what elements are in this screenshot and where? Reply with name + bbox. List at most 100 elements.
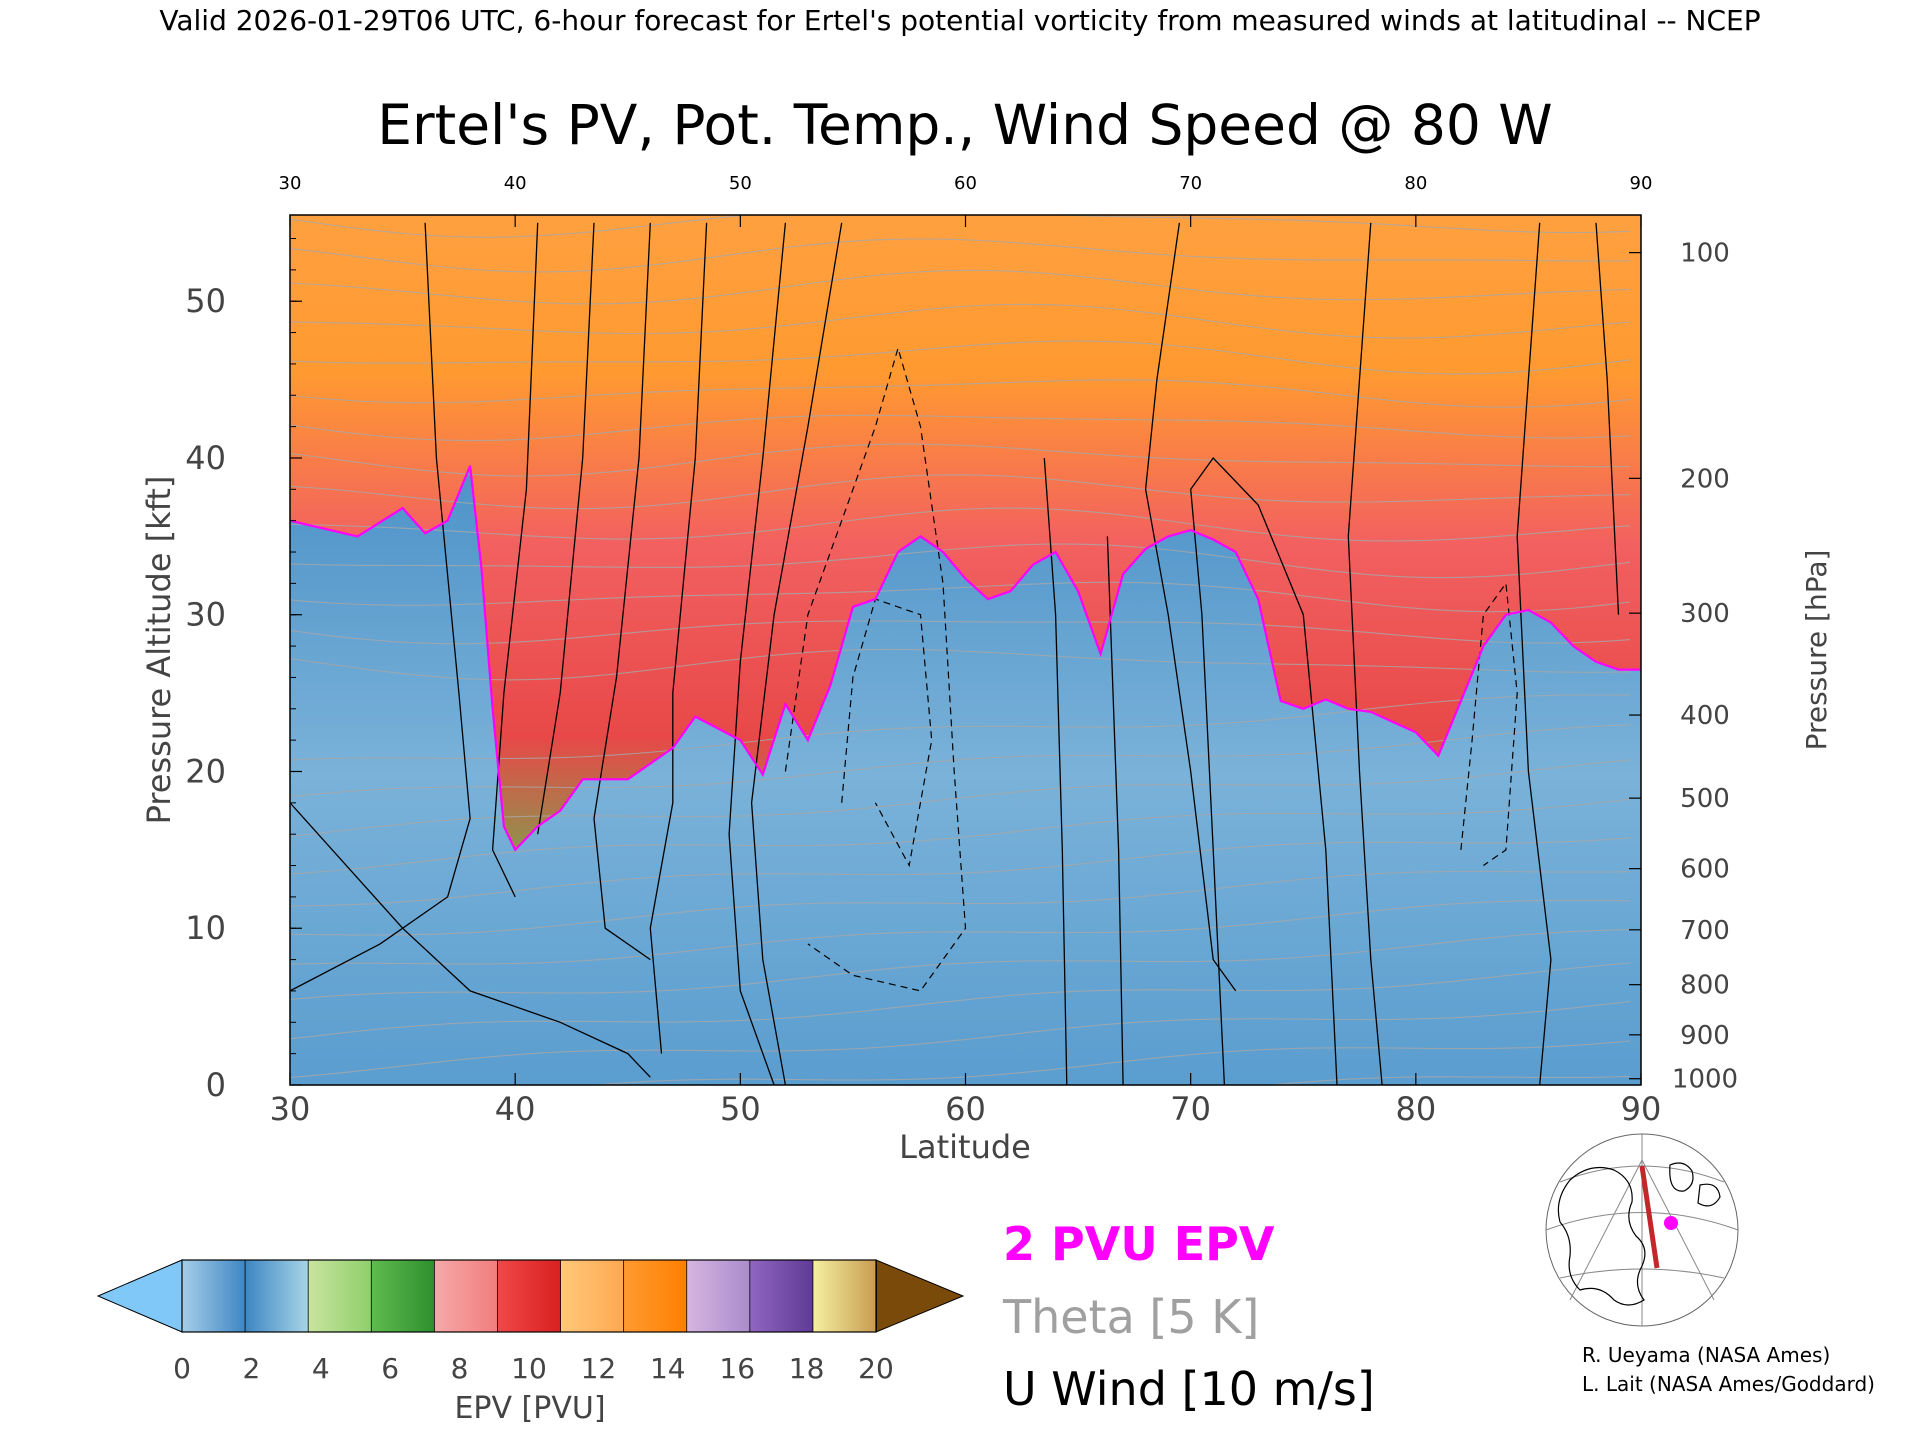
colorbar-tick-label: 2 [242,1352,260,1385]
theta-contour [290,929,1631,1001]
colorbar-segment [307,1259,373,1333]
right-tick-label: 100 [1680,239,1730,269]
colorbar-segment [560,1259,625,1333]
colorbar-tick-label: 14 [650,1352,686,1385]
theta-contour [290,269,1631,305]
x-tick-label: 70 [1170,1090,1211,1128]
colorbar-tick-label: 6 [381,1352,399,1385]
troposphere-fill [290,465,1641,1085]
credit-line-2: L. Lait (NASA Ames/Goddard) [1582,1372,1875,1396]
top-tick-label: 90 [1630,173,1653,194]
theta-contour [290,798,1631,875]
theta-contour [290,474,1631,510]
theta-contour [589,1040,1631,1085]
y-axis-left-label: Pressure Altitude [kft] [140,476,178,825]
u-wind-contour [1106,536,1124,1085]
right-tick-label: 800 [1680,971,1730,1001]
y-tick-label: 10 [185,909,226,947]
colorbar-underflow [96,1259,183,1333]
u-wind-contour [290,802,651,1078]
y-tick-label: 50 [185,282,226,320]
theta-contour [290,620,1631,645]
u-wind-contour [1347,222,1383,1085]
colorbar-segment [370,1259,436,1333]
theta-contour [290,303,1631,339]
colorbar-segment [244,1259,310,1333]
theta-contour [1266,1075,1631,1085]
theta-contour [290,543,1631,579]
plot-area [290,215,1641,1085]
colorbar: 0 2 4 6 8 10 12 14 16 18 20 [96,1259,965,1385]
inset-map [1545,1133,1739,1327]
right-tick-label: 900 [1680,1021,1730,1051]
u-wind-contour [1190,456,1338,1085]
theta-contour [290,837,1631,907]
right-tick-label: 200 [1680,464,1730,494]
x-tick-label: 60 [945,1090,986,1128]
colorbar-tick-label: 12 [581,1352,617,1385]
y-tick-label: 40 [185,439,226,477]
theta-contour [290,724,1631,798]
theta-contour [290,507,1631,542]
u-wind-contour [728,222,787,1085]
colorbar-tick-label: 18 [789,1352,825,1385]
theta-contour [290,962,1631,1040]
colorbar-frame [181,1259,877,1333]
legend-u-wind: U Wind [10 m/s] [1003,1362,1375,1416]
x-tick-label: 40 [495,1090,536,1128]
y-tick-label: 30 [185,596,226,634]
u-wind-contour [1144,222,1237,992]
top-tick-label: 30 [279,173,302,194]
colorbar-label: EPV [PVU] [454,1391,605,1426]
colorbar-segment [497,1259,562,1333]
theta-contours [290,215,1631,1085]
y-tick-label: 0 [206,1066,226,1104]
y-axis-right-label: Pressure [hPa] [1800,550,1833,751]
x-tick-label: 80 [1395,1090,1436,1128]
colorbar-segment [181,1259,246,1333]
theta-contour [290,1000,1631,1079]
colorbar-segment [623,1259,688,1333]
theta-contour [290,899,1631,965]
right-tick-label: 300 [1680,599,1730,629]
colorbar-overflow [875,1259,965,1333]
inset-marker [1664,1216,1678,1230]
theta-contour [290,759,1631,838]
u-wind-dashed-contour [784,346,967,992]
legend-pv-contour: 2 PVU EPV [1003,1217,1275,1271]
chart-title: Ertel's PV, Pot. Temp., Wind Speed @ 80 … [377,93,1552,157]
u-wind-contour [750,222,843,1085]
theta-contour [290,340,1631,375]
theta-contour [290,648,1631,681]
inset-coastline-america [1557,1167,1646,1306]
colorbar-segment [686,1259,751,1333]
colorbar-tick-label: 20 [858,1352,894,1385]
legend-theta: Theta [5 K] [1002,1290,1259,1344]
colorbar-tick-label: 10 [511,1352,547,1385]
colorbar-segment [749,1259,814,1333]
colorbar-tick-label: 16 [719,1352,755,1385]
colorbar-tick-label: 0 [173,1352,191,1385]
theta-contour [290,414,1631,442]
theta-contour [290,694,1631,761]
u-wind-contour [537,222,595,835]
u-wind-contour [1043,457,1068,1085]
u-wind-contour [1595,222,1620,615]
top-tick-label: 70 [1179,173,1202,194]
theta-contour [290,379,1631,408]
valid-time-header: Valid 2026-01-29T06 UTC, 6-hour forecast… [159,4,1760,37]
u-wind-contour [1516,222,1552,1085]
right-tick-label: 400 [1680,701,1730,731]
top-tick-label: 40 [504,173,527,194]
u-wind-contour [290,222,471,992]
pv-2-contour [290,465,1641,852]
top-tick-label: 50 [729,173,752,194]
top-tick-label: 80 [1404,173,1427,194]
y-tick-label: 20 [185,752,226,790]
colorbar-tick-label: 4 [312,1352,330,1385]
colorbar-segment [812,1259,877,1333]
top-tick-label: 60 [954,173,977,194]
inset-coastline-greenland [1669,1162,1721,1207]
